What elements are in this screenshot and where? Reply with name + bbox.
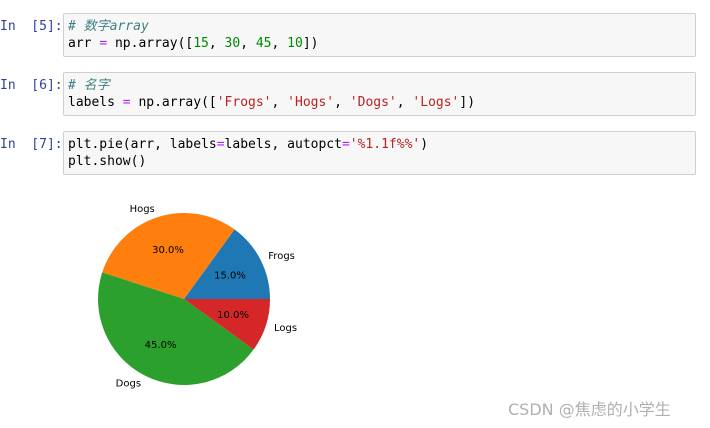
code-token: ]) <box>459 95 476 110</box>
code-token: # 数字array <box>68 19 149 34</box>
code-token: 30 <box>224 36 241 51</box>
code-line: # 数字array <box>68 18 691 35</box>
code-token: = <box>99 36 108 51</box>
code-token: = <box>341 137 350 152</box>
code-token: plt.show() <box>68 154 147 169</box>
prompt: In [7]: <box>0 137 63 152</box>
code-token: , <box>396 95 413 110</box>
code-line: arr = np.array([15, 30, 45, 10]) <box>68 35 691 52</box>
value-label: 45.0% <box>145 340 177 351</box>
code-line: # 名字 <box>68 77 691 94</box>
code-token: 10 <box>287 36 303 51</box>
value-label: 10.0% <box>217 310 249 321</box>
code-token: ) <box>420 137 429 152</box>
code-token: , <box>271 95 288 110</box>
code-token: # 名字 <box>68 78 110 93</box>
code-line: plt.pie(arr, labels=labels, autopct='%1.… <box>68 136 691 153</box>
code-token: 15 <box>193 36 209 51</box>
code-cell[interactable]: plt.pie(arr, labels=labels, autopct='%1.… <box>63 131 696 175</box>
slice-label: Dogs <box>116 378 141 389</box>
slice-label: Logs <box>274 323 297 334</box>
value-label: 15.0% <box>214 271 246 282</box>
code-cell[interactable]: # 数字array arr = np.array([15, 30, 45, 10]… <box>63 13 696 57</box>
code-token: 'Logs' <box>412 95 460 110</box>
prompt: In [5]: <box>0 19 63 34</box>
slice-label: Hogs <box>130 204 155 215</box>
code-token: labels, autopct <box>224 137 342 152</box>
code-token: , <box>271 36 288 51</box>
code-token: arr <box>68 36 100 51</box>
code-token: = <box>122 95 131 110</box>
code-token: 'Dogs' <box>349 95 397 110</box>
code-token: , <box>334 95 350 110</box>
code-token: plt.pie(arr, labels <box>68 137 217 152</box>
code-line: plt.show() <box>68 153 691 170</box>
code-token: '%1.1f%%' <box>349 137 421 152</box>
code-token: ]) <box>302 36 319 51</box>
code-token: 45 <box>255 36 272 51</box>
code-token: np.array([ <box>107 36 194 51</box>
pie-slice <box>184 229 270 299</box>
code-cell[interactable]: # 名字 labels = np.array(['Frogs', 'Hogs', … <box>63 72 696 116</box>
code-token: , <box>208 36 225 51</box>
value-label: 30.0% <box>152 245 184 256</box>
prompt: In [6]: <box>0 78 63 93</box>
code-token: 'Frogs' <box>216 95 272 110</box>
pie-slice <box>102 213 235 299</box>
pie-slice <box>97 272 254 385</box>
code-line: labels = np.array(['Frogs', 'Hogs', 'Dog… <box>68 94 691 111</box>
pie-slice <box>184 299 270 350</box>
slice-label: Frogs <box>268 251 295 262</box>
code-token: labels <box>68 95 123 110</box>
code-token: 'Hogs' <box>287 95 335 110</box>
code-token: np.array([ <box>130 95 217 110</box>
watermark: CSDN @焦虑的小学生 <box>508 400 671 419</box>
code-token: = <box>216 137 225 152</box>
code-token: , <box>240 36 256 51</box>
